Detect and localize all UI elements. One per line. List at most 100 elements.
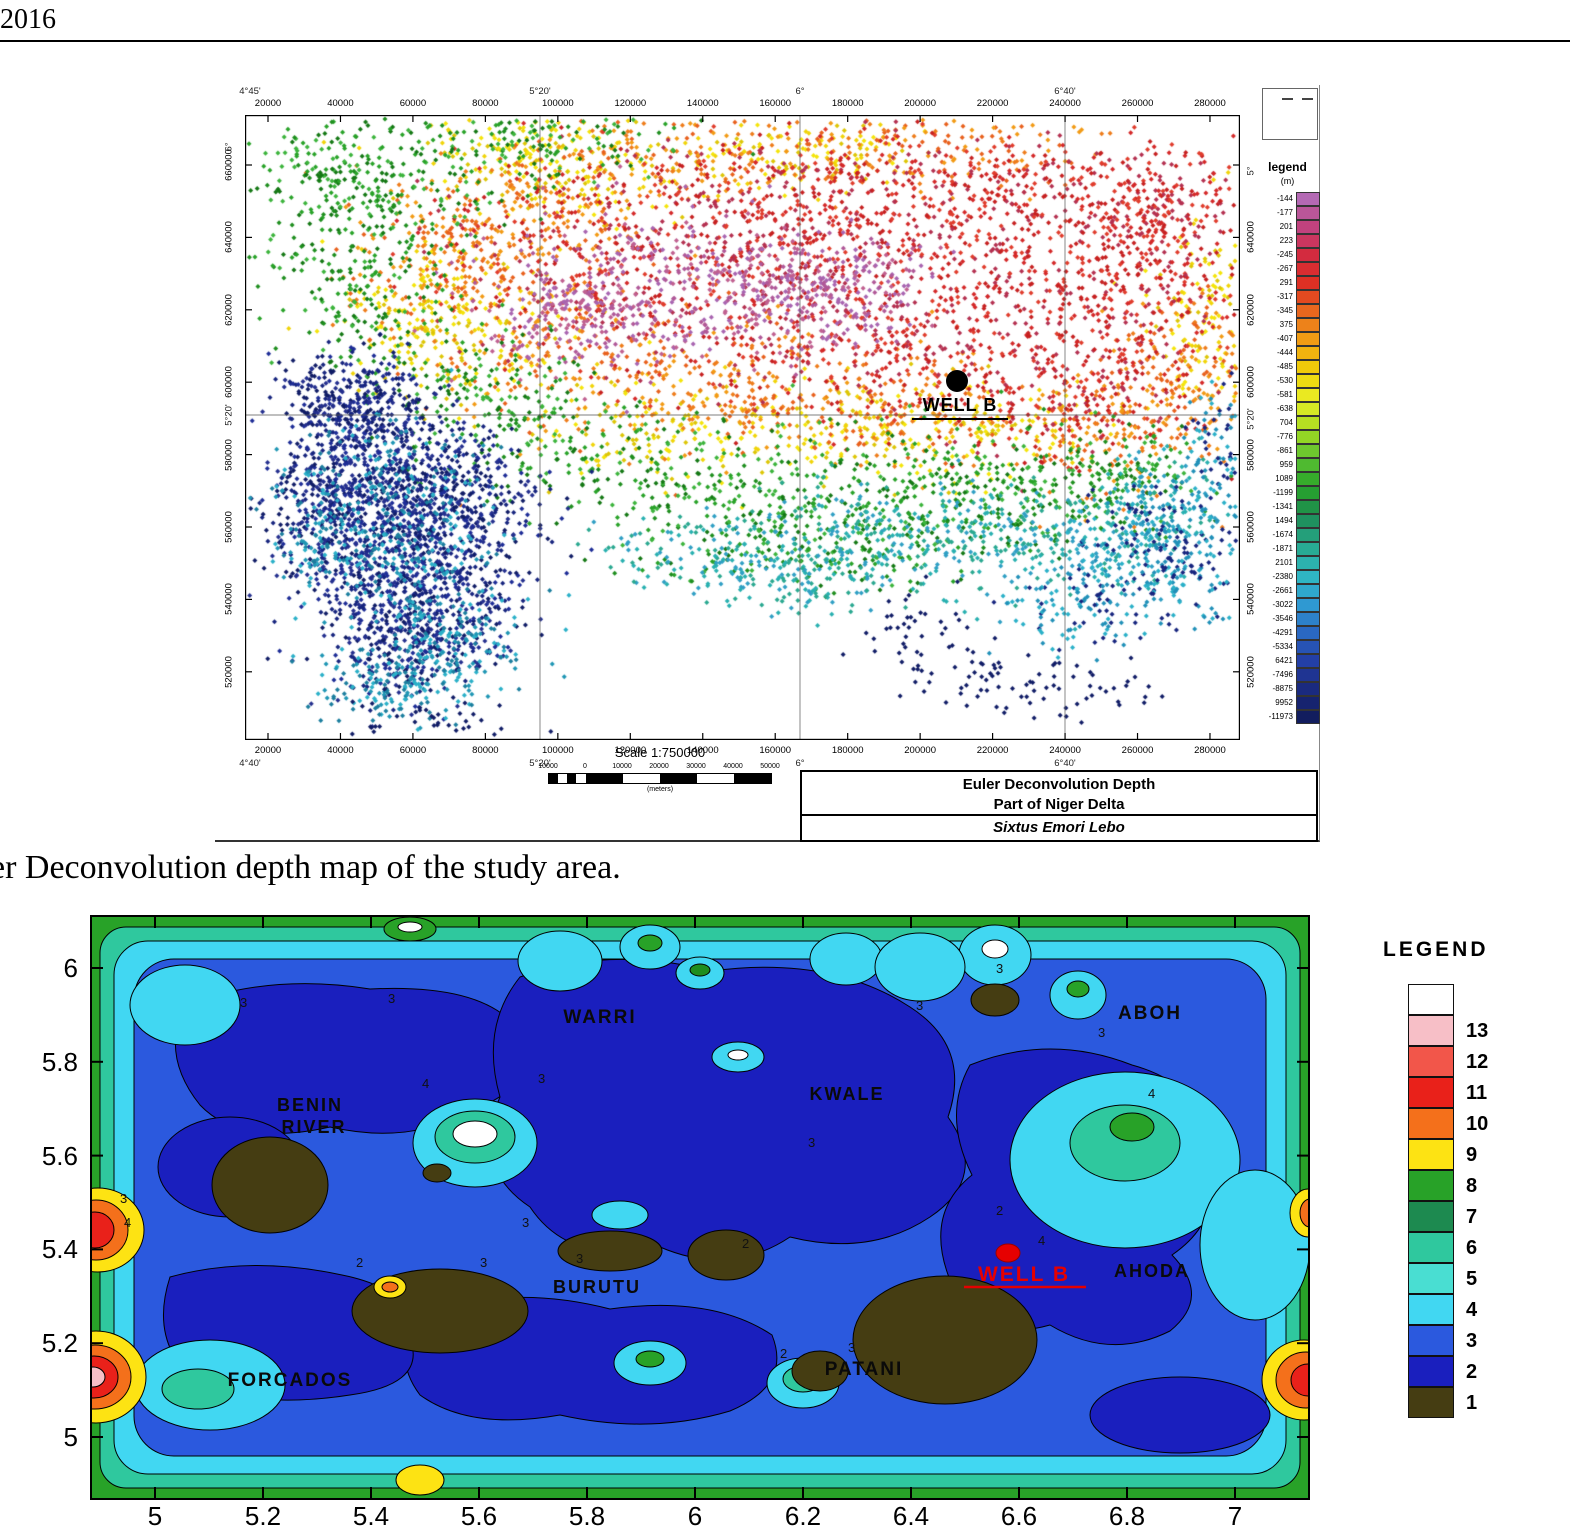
bottom-legend-row: 2 xyxy=(1408,1356,1506,1388)
bottom-legend-row: 11 xyxy=(1408,1077,1506,1109)
top-x-tick-label: 80000 xyxy=(472,98,499,109)
bottom-legend-swatch xyxy=(1408,1015,1454,1047)
scalebar-label: 10000 xyxy=(612,763,632,770)
depth-legend-swatch xyxy=(1296,682,1320,696)
top-x-tick-label: 180000 xyxy=(831,98,864,109)
bottom-legend-swatch xyxy=(1408,1325,1454,1357)
bottom-map-x-label: 5 xyxy=(147,1501,163,1531)
depth-legend-swatch xyxy=(1296,654,1320,668)
bottom-legend-swatch xyxy=(1408,984,1454,1016)
right-y-tick-label: 540000 xyxy=(1245,583,1257,616)
depth-legend-row: -245 xyxy=(1255,248,1320,262)
place-label-kwale: KWALE xyxy=(810,1084,885,1104)
bottom-map-y-label: 5.8 xyxy=(41,1046,78,1077)
place-label-warri: WARRI xyxy=(563,1007,636,1028)
scale-area: Scale 1:750000 10000 0 10000 20000 30000 4000… xyxy=(538,745,779,793)
bottom-legend-swatch xyxy=(1408,1294,1454,1326)
depth-legend-value: 704 xyxy=(1279,418,1293,427)
contour-value-label: 3 xyxy=(848,1340,855,1355)
depth-legend-swatch xyxy=(1296,346,1320,360)
bottom-legend-swatch xyxy=(1408,1387,1454,1419)
top-degree-label: 4°45' xyxy=(239,86,261,97)
depth-legend-swatch xyxy=(1296,458,1320,472)
depth-legend-swatch xyxy=(1296,486,1320,500)
bottom-legend-value: 8 xyxy=(1466,1175,1478,1197)
place-label-patani: PATANI xyxy=(825,1359,904,1380)
bottom-x-tick-label: 220000 xyxy=(976,745,1009,756)
contour-value-label: 4 xyxy=(1148,1086,1155,1101)
depth-legend-swatch xyxy=(1296,318,1320,332)
depth-legend: legend (m) -144 -177 201 223 -245 -267 291 -317… xyxy=(1255,160,1320,724)
bottom-x-tick-label: 200000 xyxy=(904,745,936,756)
scalebar-segment xyxy=(660,774,697,783)
scalebar-label: 0 xyxy=(583,763,587,770)
bottom-map-y-label: 6 xyxy=(63,953,78,983)
depth-legend-swatch xyxy=(1296,612,1320,626)
depth-legend-value: -861 xyxy=(1276,446,1293,455)
depth-legend-row: -407 xyxy=(1255,332,1320,346)
bottom-legend-value: 3 xyxy=(1466,1330,1478,1352)
depth-legend-swatch xyxy=(1296,290,1320,304)
depth-legend-swatch xyxy=(1296,262,1320,276)
depth-legend-value: 1089 xyxy=(1275,474,1293,483)
depth-legend-value: -1199 xyxy=(1273,488,1293,497)
top-x-tick-label: 100000 xyxy=(541,98,574,109)
depth-legend-row: -317 xyxy=(1255,290,1320,304)
scalebar-segment xyxy=(558,774,567,783)
top-x-tick-label: 160000 xyxy=(759,98,792,109)
bottom-map-frame xyxy=(90,915,1310,1500)
inset-dash xyxy=(1302,98,1313,100)
left-y-tick-label: 620000 xyxy=(223,293,235,326)
bottom-legend-value: 9 xyxy=(1466,1144,1478,1166)
depth-legend-value: -345 xyxy=(1276,306,1293,315)
top-x-tick-label: 280000 xyxy=(1194,98,1226,109)
contour-map: 3 3 3 3 4 3 3 2 3 3 3 2 4 2 4 3 3 4 2 3 WARRI ABOH BENINRIVER… xyxy=(90,915,1310,1500)
contour-value-label: 2 xyxy=(356,1255,363,1270)
bottom-legend-swatch xyxy=(1408,1046,1454,1078)
inset-dash xyxy=(1281,98,1293,100)
depth-legend-row: -530 xyxy=(1255,374,1320,388)
depth-legend-row: -1871 xyxy=(1255,542,1320,556)
left-y-tick-label: 540000 xyxy=(223,583,235,616)
bottom-map-ticks xyxy=(90,915,1310,1500)
depth-legend-row: -861 xyxy=(1255,444,1320,458)
depth-legend-swatch xyxy=(1296,444,1320,458)
depth-legend-row: -581 xyxy=(1255,388,1320,402)
top-x-tick-label: 60000 xyxy=(399,98,427,109)
depth-legend-swatch xyxy=(1296,374,1320,388)
depth-legend-value: -485 xyxy=(1276,362,1293,371)
bottom-map-x-label: 6.2 xyxy=(784,1501,822,1531)
bottom-legend-swatch xyxy=(1408,1108,1454,1140)
contour-value-label: 3 xyxy=(480,1255,487,1270)
top-x-tick-label: 260000 xyxy=(1121,98,1154,109)
scalebar-label: 20000 xyxy=(649,763,669,770)
bottom-legend-value: 13 xyxy=(1466,1020,1489,1042)
depth-legend-value: -3022 xyxy=(1272,600,1293,609)
top-x-tick-label: 20000 xyxy=(254,98,282,109)
map-title-line1: Euler Deconvolution Depth xyxy=(962,776,1156,793)
left-y-tick-label: 520000 xyxy=(223,655,235,688)
right-y-tick-label: 620000 xyxy=(1245,293,1257,326)
depth-legend-value: -4291 xyxy=(1272,628,1293,637)
depth-legend-value: -2380 xyxy=(1272,572,1293,581)
bottom-legend-row: 6 xyxy=(1408,1232,1506,1264)
depth-legend-row: 6421 xyxy=(1255,654,1320,668)
bottom-legend-swatch xyxy=(1408,1139,1454,1171)
header-rule xyxy=(0,40,1570,42)
depth-legend-row: 223 xyxy=(1255,234,1320,248)
scalebar-segment xyxy=(697,774,734,783)
bottom-map-y-label: 5.6 xyxy=(41,1140,78,1171)
contour-value-labels: 3 3 3 3 4 3 3 2 3 3 3 2 4 2 4 3 3 4 2 3 xyxy=(120,961,1155,1361)
depth-legend-swatch xyxy=(1296,514,1320,528)
bottom-degree-label: 5°20' xyxy=(529,758,551,769)
left-y-tick-label: 580000 xyxy=(223,438,235,471)
bottom-legend-swatch xyxy=(1408,1356,1454,1388)
top-x-tick-label: 140000 xyxy=(686,98,719,109)
well-b-marker-top xyxy=(946,370,968,392)
depth-legend-value: 6421 xyxy=(1275,656,1293,665)
bottom-map-x-label: 5.2 xyxy=(244,1501,282,1531)
depth-legend-swatch xyxy=(1296,584,1320,598)
bottom-legend-value: 6 xyxy=(1466,1237,1478,1259)
top-x-tick-label: 220000 xyxy=(976,98,1009,109)
